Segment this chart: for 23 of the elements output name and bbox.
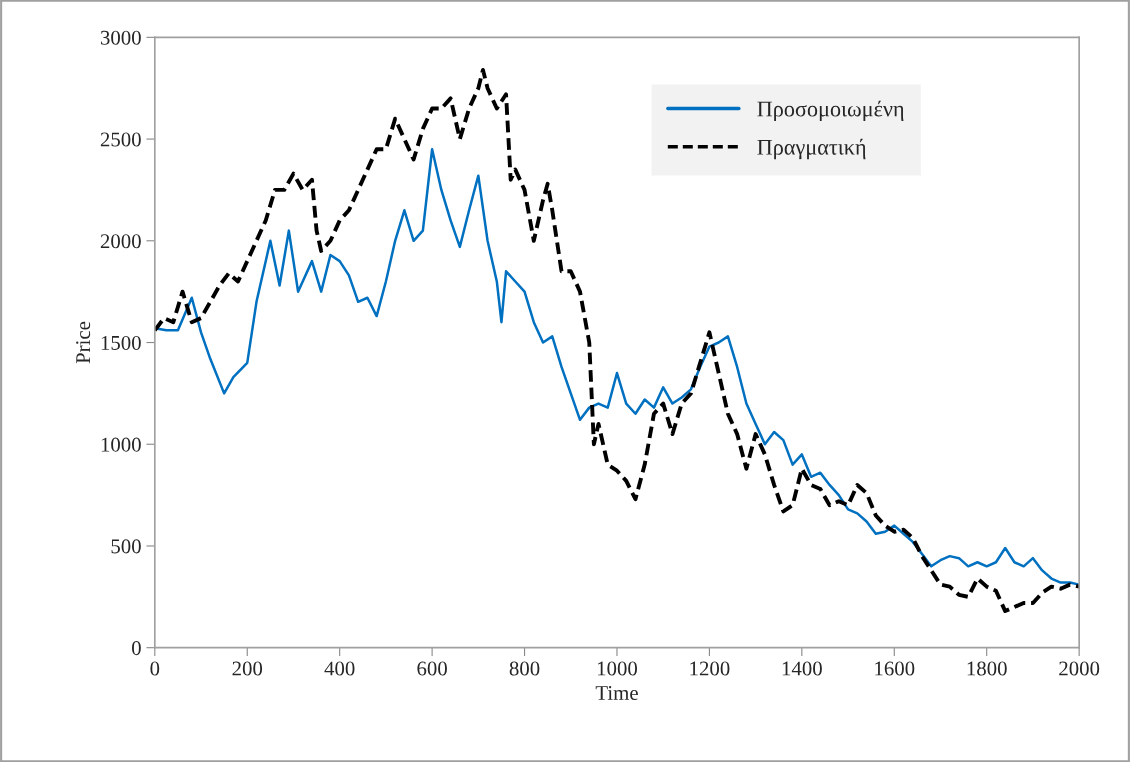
x-tick-label: 1200: [690, 661, 730, 676]
x-axis-title: Time: [595, 686, 638, 700]
x-tick-label: 1600: [875, 661, 915, 676]
y-tick-label: 1000: [101, 437, 141, 452]
legend-label: Προσομοιωμένη: [757, 100, 904, 122]
x-tick-label: 2000: [1059, 661, 1100, 676]
y-tick-label: 1500: [101, 335, 141, 350]
x-tick-label: 400: [324, 661, 355, 676]
x-tick-label: 1400: [782, 661, 822, 676]
x-tick-label: 0: [150, 661, 160, 676]
y-tick-label: 500: [111, 539, 141, 554]
x-tick-label: 200: [232, 661, 263, 676]
x-tick-label: 1800: [967, 661, 1007, 676]
y-tick-label: 3000: [100, 30, 141, 45]
y-tick-label: 2500: [100, 132, 141, 147]
y-tick-label: 0: [131, 641, 141, 656]
y-axis-title: Price: [76, 321, 91, 364]
line-series: [154, 67, 1080, 614]
x-tick-label: 800: [509, 661, 540, 676]
x-tick-label: 1000: [597, 661, 638, 676]
legend-label: Πραγματική: [757, 138, 866, 160]
y-tick-label: 2000: [100, 234, 141, 249]
x-tick-label: 600: [417, 661, 447, 676]
